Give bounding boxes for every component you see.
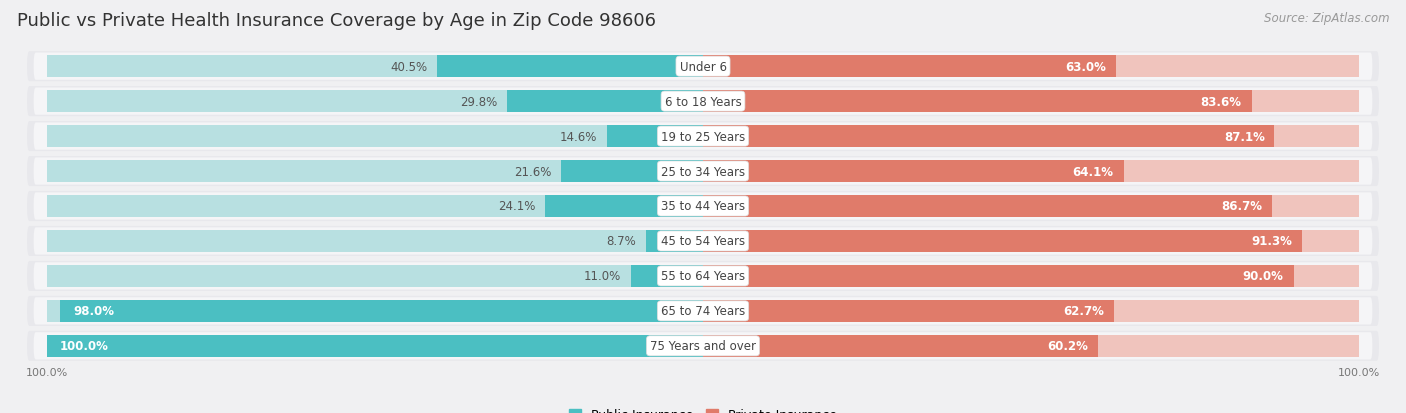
Bar <box>703 56 1116 78</box>
Bar <box>561 161 703 183</box>
Text: 87.1%: 87.1% <box>1223 130 1264 143</box>
Bar <box>60 300 703 322</box>
FancyBboxPatch shape <box>34 263 1372 290</box>
FancyBboxPatch shape <box>27 261 1379 291</box>
FancyBboxPatch shape <box>27 52 1379 82</box>
Bar <box>46 300 703 322</box>
Legend: Public Insurance, Private Insurance: Public Insurance, Private Insurance <box>564 404 842 413</box>
Bar <box>546 196 703 217</box>
FancyBboxPatch shape <box>34 53 1372 81</box>
Text: 35 to 44 Years: 35 to 44 Years <box>661 200 745 213</box>
Bar <box>703 230 1302 252</box>
Text: 83.6%: 83.6% <box>1201 95 1241 108</box>
Text: 19 to 25 Years: 19 to 25 Years <box>661 130 745 143</box>
FancyBboxPatch shape <box>34 332 1372 360</box>
Text: 24.1%: 24.1% <box>498 200 536 213</box>
FancyBboxPatch shape <box>27 87 1379 117</box>
FancyBboxPatch shape <box>34 228 1372 255</box>
Text: 55 to 64 Years: 55 to 64 Years <box>661 270 745 283</box>
FancyBboxPatch shape <box>27 157 1379 187</box>
Bar <box>46 91 703 113</box>
Text: 75 Years and over: 75 Years and over <box>650 339 756 352</box>
Text: 63.0%: 63.0% <box>1066 61 1107 74</box>
Text: 40.5%: 40.5% <box>391 61 427 74</box>
Bar <box>46 161 703 183</box>
FancyBboxPatch shape <box>27 331 1379 361</box>
Text: Under 6: Under 6 <box>679 61 727 74</box>
Text: 98.0%: 98.0% <box>73 305 114 318</box>
FancyBboxPatch shape <box>34 297 1372 325</box>
Text: 91.3%: 91.3% <box>1251 235 1292 248</box>
Bar <box>703 335 1360 357</box>
Bar <box>703 91 1251 113</box>
FancyBboxPatch shape <box>27 192 1379 221</box>
Bar <box>703 266 1360 287</box>
Text: 45 to 54 Years: 45 to 54 Years <box>661 235 745 248</box>
Bar <box>437 56 703 78</box>
Text: 14.6%: 14.6% <box>560 130 598 143</box>
Bar <box>46 126 703 147</box>
Bar <box>46 196 703 217</box>
Bar <box>703 300 1360 322</box>
Text: 21.6%: 21.6% <box>515 165 551 178</box>
Bar <box>46 266 703 287</box>
Bar <box>703 300 1115 322</box>
FancyBboxPatch shape <box>34 193 1372 220</box>
Text: 90.0%: 90.0% <box>1243 270 1284 283</box>
Bar <box>631 266 703 287</box>
Text: 65 to 74 Years: 65 to 74 Years <box>661 305 745 318</box>
Bar <box>703 56 1360 78</box>
FancyBboxPatch shape <box>34 123 1372 150</box>
Bar <box>46 335 703 357</box>
Text: Public vs Private Health Insurance Coverage by Age in Zip Code 98606: Public vs Private Health Insurance Cover… <box>17 12 655 30</box>
Text: Source: ZipAtlas.com: Source: ZipAtlas.com <box>1264 12 1389 25</box>
Bar <box>703 126 1360 147</box>
Text: 8.7%: 8.7% <box>606 235 636 248</box>
Bar <box>703 196 1272 217</box>
FancyBboxPatch shape <box>27 296 1379 326</box>
Text: 100.0%: 100.0% <box>60 339 108 352</box>
Text: 6 to 18 Years: 6 to 18 Years <box>665 95 741 108</box>
Text: 62.7%: 62.7% <box>1064 305 1105 318</box>
Bar <box>607 126 703 147</box>
Text: 64.1%: 64.1% <box>1073 165 1114 178</box>
FancyBboxPatch shape <box>34 158 1372 185</box>
Bar <box>46 56 703 78</box>
Bar <box>703 126 1274 147</box>
FancyBboxPatch shape <box>27 122 1379 152</box>
Bar <box>703 266 1294 287</box>
FancyBboxPatch shape <box>34 88 1372 116</box>
Bar <box>645 230 703 252</box>
Bar <box>703 196 1360 217</box>
Bar <box>703 335 1098 357</box>
Text: 86.7%: 86.7% <box>1220 200 1263 213</box>
Bar <box>508 91 703 113</box>
Text: 25 to 34 Years: 25 to 34 Years <box>661 165 745 178</box>
FancyBboxPatch shape <box>27 226 1379 256</box>
Bar <box>703 161 1123 183</box>
Text: 11.0%: 11.0% <box>583 270 621 283</box>
Bar <box>46 230 703 252</box>
Bar <box>703 161 1360 183</box>
Text: 29.8%: 29.8% <box>460 95 498 108</box>
Bar <box>703 91 1360 113</box>
Bar <box>46 335 703 357</box>
Bar <box>703 230 1360 252</box>
Text: 60.2%: 60.2% <box>1047 339 1088 352</box>
